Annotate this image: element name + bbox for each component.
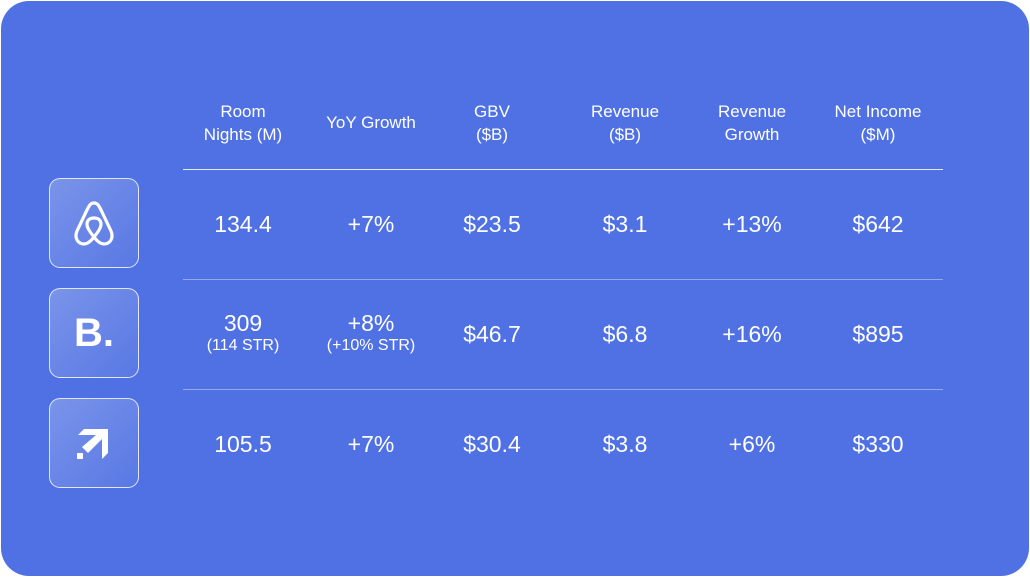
- table-cell: $46.7: [417, 321, 567, 347]
- table-cell: $642: [803, 211, 953, 237]
- table-cell: $23.5: [417, 211, 567, 237]
- cell-value: +7%: [347, 211, 395, 237]
- table-cell: $3.1: [550, 211, 700, 237]
- cell-value: $330: [852, 431, 904, 457]
- table-cell: $30.4: [417, 431, 567, 457]
- header-label: Net Income: [834, 102, 922, 121]
- table-cell: +13%: [677, 211, 827, 237]
- header-label: GBV: [474, 102, 510, 121]
- cell-value: +7%: [347, 431, 395, 457]
- header-label: ($B): [475, 125, 509, 144]
- header-label: Nights (M): [203, 125, 283, 144]
- cell-value: $895: [852, 321, 904, 347]
- table-cell: +8% (+10% STR): [296, 310, 446, 356]
- table-cell: 105.5: [168, 431, 318, 457]
- cell-value: $3.8: [602, 431, 648, 457]
- row-divider: [183, 389, 943, 390]
- header-label: YoY Growth: [326, 113, 416, 132]
- header-label: Growth: [724, 125, 780, 144]
- header-label: Revenue: [590, 102, 660, 121]
- table-cell: 134.4: [168, 211, 318, 237]
- table-cell: $330: [803, 431, 953, 457]
- column-header: Revenue Growth: [682, 100, 822, 146]
- header-label: ($M): [860, 125, 896, 144]
- expedia-logo-icon: [49, 398, 139, 488]
- cell-value: 105.5: [214, 431, 272, 457]
- table-cell: +7%: [296, 431, 446, 457]
- table-cell: +16%: [677, 321, 827, 347]
- cell-value: 309: [223, 310, 263, 336]
- cell-subvalue: (114 STR): [206, 337, 280, 354]
- column-header: Revenue ($B): [555, 100, 695, 146]
- cell-value: $642: [852, 211, 904, 237]
- cell-value: +6%: [728, 431, 776, 457]
- header-divider: [183, 169, 943, 170]
- column-header: Net Income ($M): [808, 100, 948, 146]
- cell-value: 134.4: [214, 211, 272, 237]
- cell-value: +13%: [722, 211, 782, 237]
- row-divider: [183, 279, 943, 280]
- cell-value: $30.4: [463, 431, 521, 457]
- column-header: Room Nights (M): [173, 100, 313, 146]
- table-cell: 309 (114 STR): [168, 310, 318, 356]
- header-label: ($B): [608, 125, 642, 144]
- header-label: Room: [220, 102, 266, 121]
- cell-value: $23.5: [463, 211, 521, 237]
- booking-logo-icon: B.: [49, 288, 139, 378]
- column-header: GBV ($B): [422, 100, 562, 146]
- cell-value: $46.7: [463, 321, 521, 347]
- table-cell: +6%: [677, 431, 827, 457]
- cell-value: $6.8: [602, 321, 648, 347]
- cell-subvalue: (+10% STR): [326, 337, 416, 354]
- table-cell: $3.8: [550, 431, 700, 457]
- airbnb-logo-icon: [49, 178, 139, 268]
- header-label: Revenue: [717, 102, 787, 121]
- table-cell: $6.8: [550, 321, 700, 347]
- cell-value: +16%: [722, 321, 782, 347]
- column-header: YoY Growth: [301, 111, 441, 134]
- table-cell: $895: [803, 321, 953, 347]
- cell-value: +8%: [347, 310, 395, 336]
- cell-value: $3.1: [602, 211, 648, 237]
- table-cell: +7%: [296, 211, 446, 237]
- booking-logo-text: B.: [74, 310, 114, 355]
